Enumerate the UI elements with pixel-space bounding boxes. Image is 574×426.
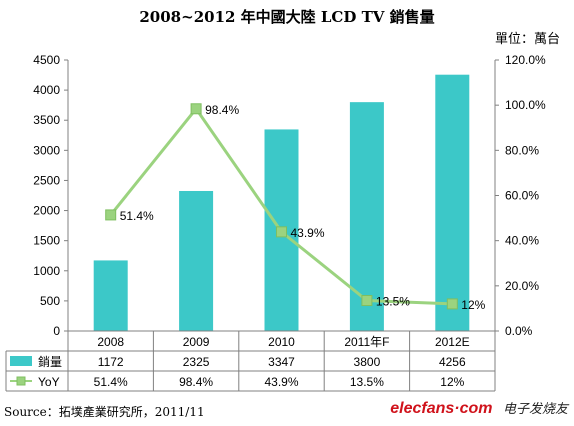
- y-left-tick-label: 500: [40, 294, 60, 308]
- y-right-tick-label: 40.0%: [505, 234, 539, 248]
- y-left-tick-label: 4000: [33, 83, 60, 97]
- yoy-data-label: 98.4%: [205, 103, 239, 117]
- x-tick-label: 2012E: [435, 335, 470, 349]
- watermark-brand: elecfans·com: [390, 400, 493, 417]
- table-cell: 98.4%: [179, 375, 213, 389]
- legend-line-marker: [16, 376, 26, 386]
- yoy-point: [190, 103, 202, 115]
- yoy-point: [446, 298, 458, 310]
- table-cell: 2325: [183, 355, 210, 369]
- y-left-tick-label: 2500: [33, 173, 60, 187]
- table-cell: 13.5%: [350, 375, 384, 389]
- table-cell: 4256: [439, 355, 466, 369]
- watermark-logo: elecfans·com 电子发烧友: [390, 398, 568, 418]
- bar: [93, 260, 128, 331]
- yoy-point: [361, 295, 373, 307]
- table-cell: 1172: [98, 355, 124, 369]
- bar: [435, 74, 470, 332]
- y-right-tick-label: 0.0%: [505, 324, 533, 338]
- y-left-tick-label: 1000: [33, 264, 60, 278]
- bar: [179, 190, 214, 331]
- yoy-data-label: 43.9%: [291, 226, 325, 240]
- x-tick-label: 2009: [183, 335, 210, 349]
- y-left-tick-label: 3500: [33, 113, 60, 127]
- table-cell: 51.4%: [94, 375, 128, 389]
- table-cell: 3347: [268, 355, 295, 369]
- legend-bar-swatch: [10, 356, 32, 366]
- x-tick-label: 2011年F: [344, 335, 389, 349]
- y-left-tick-label: 4500: [33, 53, 60, 67]
- legend-label: 銷量: [38, 354, 62, 369]
- y-right-tick-label: 80.0%: [505, 143, 539, 157]
- source-note: Source：拓墣產業研究所，2011/11: [4, 405, 205, 419]
- chart-title: 2008~2012 年中國大陸 LCD TV 銷售量: [139, 8, 435, 26]
- y-right-tick-label: 60.0%: [505, 189, 539, 203]
- y-left-tick-label: 2000: [33, 204, 60, 218]
- legend-label: YoY: [38, 375, 60, 389]
- yoy-data-label: 13.5%: [376, 295, 410, 309]
- y-left-tick-label: 1500: [33, 234, 60, 248]
- table-cell: 3800: [354, 355, 381, 369]
- yoy-data-label: 51.4%: [120, 209, 154, 223]
- x-tick-label: 2008: [97, 335, 124, 349]
- y-left-tick-label: 0: [53, 324, 60, 338]
- unit-label: 單位：萬台: [494, 32, 560, 47]
- watermark-cn: 电子发烧友: [502, 401, 568, 416]
- table-cell: 43.9%: [264, 375, 298, 389]
- yoy-point: [105, 209, 117, 221]
- table-cell: 12%: [440, 375, 464, 389]
- y-right-tick-label: 100.0%: [505, 98, 546, 112]
- y-right-tick-label: 120.0%: [505, 53, 546, 67]
- y-left-tick-label: 3000: [33, 143, 60, 157]
- y-right-tick-label: 20.0%: [505, 279, 539, 293]
- yoy-point: [276, 226, 287, 238]
- yoy-data-label: 12%: [461, 298, 485, 312]
- x-tick-label: 2010: [268, 335, 295, 349]
